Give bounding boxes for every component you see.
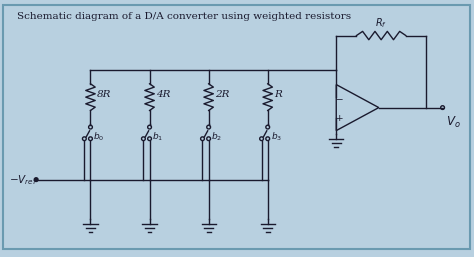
- Text: 4R: 4R: [156, 90, 170, 99]
- Text: 2R: 2R: [215, 90, 229, 99]
- Text: $R_f$: $R_f$: [375, 16, 387, 30]
- Circle shape: [34, 178, 38, 181]
- Text: $b_2$: $b_2$: [211, 131, 223, 143]
- Text: $b_3$: $b_3$: [271, 131, 282, 143]
- Text: $V_o$: $V_o$: [446, 115, 461, 130]
- Text: R: R: [274, 90, 282, 99]
- Text: $b_0$: $b_0$: [93, 131, 105, 143]
- Text: $-$: $-$: [335, 93, 343, 102]
- Text: 8R: 8R: [97, 90, 111, 99]
- Text: $-V_{ref}$: $-V_{ref}$: [9, 173, 38, 187]
- Text: Schematic diagram of a D/A converter using weighted resistors: Schematic diagram of a D/A converter usi…: [17, 12, 351, 21]
- Text: $b_1$: $b_1$: [153, 131, 164, 143]
- Text: $+$: $+$: [335, 113, 343, 123]
